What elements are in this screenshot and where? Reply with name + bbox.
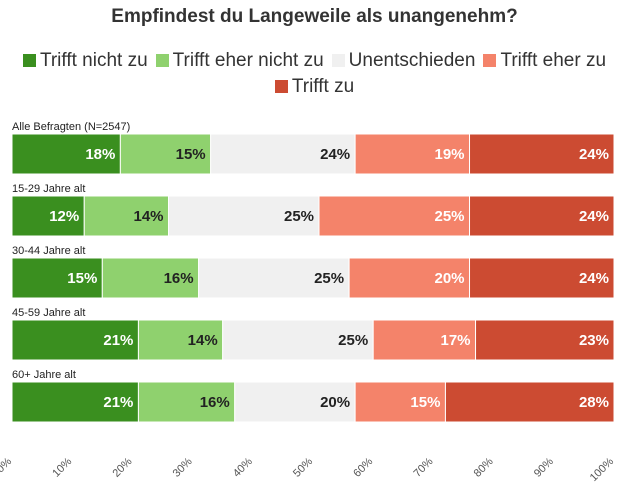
x-tick-label: 80%: [472, 455, 496, 479]
data-label: 25%: [338, 332, 368, 349]
bar-segment: [137, 381, 236, 423]
data-label: 16%: [200, 394, 230, 411]
data-label: 20%: [434, 270, 464, 287]
legend-item: Trifft nicht zu: [22, 48, 148, 74]
data-label: 25%: [314, 270, 344, 287]
bar-segment: [101, 257, 200, 299]
bar-segment: [83, 195, 170, 237]
bar-segment: [137, 319, 224, 361]
legend-label: Trifft zu: [291, 76, 355, 97]
data-label: 14%: [188, 332, 218, 349]
legend-label: Trifft eher zu: [500, 50, 607, 71]
data-label: 24%: [579, 208, 609, 225]
legend-label: Trifft eher nicht zu: [172, 50, 324, 71]
x-tick-label: 20%: [110, 455, 134, 479]
data-label: 21%: [103, 394, 133, 411]
legend-item: Trifft eher nicht zu: [155, 48, 324, 74]
legend-swatch: [22, 54, 36, 67]
data-label: 15%: [176, 146, 206, 163]
data-label: 14%: [133, 208, 163, 225]
legend-swatch: [483, 54, 497, 67]
legend-item: Trifft zu: [274, 74, 355, 100]
legend-swatch: [155, 54, 169, 67]
chart-legend: Trifft nicht zu Trifft eher nicht zu Unent…: [10, 48, 619, 100]
bar-segment: [119, 133, 212, 175]
data-label: 24%: [579, 270, 609, 287]
data-label: 25%: [284, 208, 314, 225]
x-tick-label: 50%: [291, 455, 315, 479]
legend-label: Unentschieden: [348, 50, 476, 71]
bar-segment: [469, 257, 615, 299]
x-tick-label: 0%: [0, 455, 14, 475]
data-label: 15%: [67, 270, 97, 287]
legend-item: Unentschieden: [331, 48, 476, 74]
data-label: 21%: [103, 332, 133, 349]
data-label: 17%: [441, 332, 471, 349]
x-tick-label: 30%: [171, 455, 195, 479]
x-tick-label: 100%: [588, 455, 617, 484]
data-label: 19%: [434, 146, 464, 163]
data-label: 25%: [434, 208, 464, 225]
row-label: 60+ Jahre alt: [12, 369, 76, 381]
bar-segment: [354, 381, 446, 423]
bar-segment: [372, 319, 477, 361]
bar-segment: [11, 195, 85, 237]
bar-segment: [469, 195, 615, 237]
data-label: 23%: [579, 332, 609, 349]
bar-segment: [469, 133, 615, 175]
data-label: 24%: [320, 146, 350, 163]
data-label: 24%: [579, 146, 609, 163]
data-label: 16%: [164, 270, 194, 287]
bar-segment: [234, 381, 356, 423]
x-tick-label: 40%: [231, 455, 255, 479]
row-label: Alle Befragten (N=2547): [12, 121, 130, 133]
bar-segment: [11, 257, 103, 299]
x-tick-label: 70%: [411, 455, 435, 479]
legend-item: Trifft eher zu: [483, 48, 606, 74]
data-label: 20%: [320, 394, 350, 411]
bar-segment: [168, 195, 320, 237]
legend-swatch: [274, 80, 288, 93]
bar-segment: [11, 319, 139, 361]
bar-segment: [318, 195, 471, 237]
row-label: 30-44 Jahre alt: [12, 245, 85, 257]
data-label: 12%: [49, 208, 79, 225]
bar-segment: [198, 257, 350, 299]
bar-segment: [11, 381, 139, 423]
legend-label: Trifft nicht zu: [39, 50, 148, 71]
x-tick-label: 60%: [351, 455, 375, 479]
bar-segment: [475, 319, 615, 361]
x-tick-label: 10%: [50, 455, 74, 479]
chart-title: Empfindest du Langeweile als unangenehm?: [111, 6, 518, 27]
x-tick-label: 90%: [532, 455, 556, 479]
data-label: 18%: [85, 146, 115, 163]
data-label: 15%: [410, 394, 440, 411]
legend-swatch: [331, 54, 345, 67]
row-label: 15-29 Jahre alt: [12, 183, 85, 195]
data-label: 28%: [579, 394, 609, 411]
bar-segment: [348, 257, 471, 299]
bar-segment: [444, 381, 615, 423]
row-label: 45-59 Jahre alt: [12, 307, 85, 319]
